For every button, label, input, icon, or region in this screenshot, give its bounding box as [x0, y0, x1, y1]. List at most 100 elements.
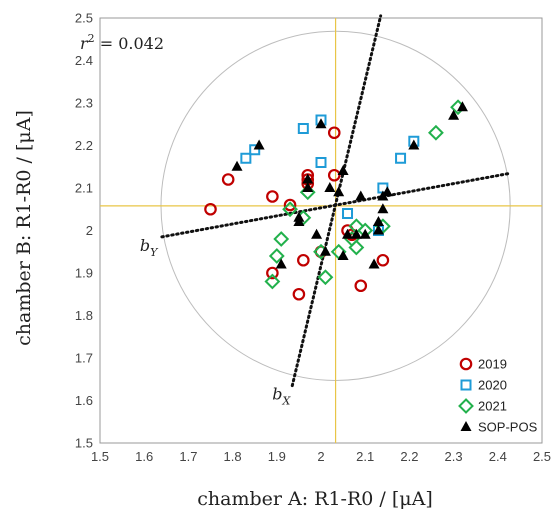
regression-label-subscript: X	[282, 395, 292, 408]
square-point	[395, 152, 407, 164]
regression-label-main: b	[272, 385, 282, 404]
y-tick-label: 2.2	[75, 138, 93, 153]
triangle-point	[319, 245, 331, 256]
triangle-point	[302, 182, 314, 192]
x-tick-label: 2.3	[445, 449, 463, 464]
circle-point	[297, 253, 310, 267]
diamond-point	[282, 201, 298, 218]
plot-frame	[99, 17, 543, 444]
square-point	[297, 123, 309, 134]
y-tick-label: 1.8	[75, 308, 93, 323]
y-tick-label: 2.3	[75, 96, 93, 111]
triangle-point	[311, 228, 323, 239]
x-tick-label: 1.5	[91, 449, 109, 464]
triangle-point	[368, 258, 380, 269]
series-diamond	[264, 99, 466, 290]
x-tick-label: 2.5	[533, 449, 551, 464]
x-tick-label: 2.2	[400, 449, 418, 464]
diamond-point	[317, 269, 334, 286]
triangle-point	[315, 118, 327, 129]
y-tick-label: 2.4	[75, 53, 93, 68]
triangle-point	[456, 101, 468, 112]
legend-marker	[458, 398, 474, 414]
triangle-point	[302, 173, 314, 184]
y-tick-label: 1.6	[75, 393, 93, 408]
circle-point	[221, 173, 235, 186]
triangle-point	[377, 203, 389, 214]
axis-ticks: 1.5 1.6 1.7 1.8 1.9 2 2.1 2.2 2.3 2.4 2.5 1.5 1.6 1.7…	[75, 11, 551, 465]
x-axis-title: chamber A: R1-R0 / [μA]	[197, 488, 433, 510]
triangle-point	[381, 186, 393, 197]
y-tick-label: 2.1	[75, 181, 93, 196]
diamond-point	[273, 231, 290, 247]
y-tick-label: 2.5	[75, 11, 93, 26]
regression-label-main: b	[140, 236, 150, 255]
x-tick-label: 2	[317, 449, 324, 464]
circle-point	[292, 287, 306, 301]
legend-marker	[460, 421, 472, 431]
legend-label: 2019	[478, 357, 507, 372]
triangle-point	[350, 228, 362, 239]
series-triangle	[231, 101, 468, 269]
square-point	[315, 157, 327, 168]
triangle-point	[337, 165, 349, 175]
regression-label-x: bX	[272, 385, 291, 408]
regression-label-y: bY	[140, 236, 159, 259]
triangle-point	[275, 258, 287, 269]
triangle-point	[293, 211, 305, 222]
y-tick-label: 1.7	[75, 351, 93, 366]
square-point	[240, 152, 252, 164]
triangle-point	[324, 182, 336, 192]
y-tick-label: 2	[86, 223, 93, 238]
x-tick-label: 1.6	[135, 449, 153, 464]
triangle-point	[342, 228, 354, 239]
legend-label: 2020	[478, 378, 507, 393]
circle-point	[266, 266, 279, 280]
legend-label: 2021	[478, 399, 507, 414]
circle-point	[376, 253, 390, 267]
triangle-point	[408, 139, 420, 150]
regression-line-y	[160, 171, 513, 239]
x-tick-label: 1.8	[224, 449, 242, 464]
triangle-point	[372, 224, 384, 235]
diamond-point	[348, 239, 365, 256]
legend-marker	[460, 379, 472, 391]
diamond-point	[268, 248, 285, 264]
r-squared-symbol: r	[80, 34, 89, 53]
circle-point	[354, 279, 368, 293]
diamond-point	[264, 273, 281, 290]
diamond-point	[428, 124, 444, 141]
x-tick-label: 1.9	[268, 449, 286, 464]
r-squared-annotation: r2 = 0.042	[80, 32, 164, 53]
circle-point	[266, 190, 279, 203]
triangle-point	[333, 186, 345, 197]
r-squared-value: = 0.042	[95, 34, 164, 53]
square-point	[249, 144, 261, 156]
circle-point	[327, 168, 341, 182]
x-tick-label: 2.1	[356, 449, 374, 464]
x-tick-label: 2.4	[489, 449, 507, 464]
y-tick-label: 1.5	[75, 436, 93, 451]
legend-marker	[459, 357, 473, 371]
triangle-point	[359, 228, 371, 239]
triangle-point	[355, 190, 367, 201]
legend-label: SOP-POS	[478, 420, 538, 435]
triangle-point	[448, 109, 460, 120]
circle-point	[283, 198, 297, 212]
r-squared-exponent: 2	[88, 32, 95, 45]
circle-point	[204, 202, 217, 216]
triangle-point	[372, 216, 384, 226]
triangle-point	[337, 250, 349, 260]
square-point	[342, 208, 354, 219]
triangle-point	[253, 139, 265, 150]
regression-label-subscript: Y	[150, 246, 159, 259]
y-tick-label: 1.9	[75, 266, 93, 281]
circle-point	[327, 126, 341, 140]
x-tick-label: 1.7	[179, 449, 197, 464]
y-axis-title: chamber B: R1-R0 / [μA]	[13, 110, 35, 346]
triangle-point	[231, 160, 243, 171]
regression-line-x	[290, 14, 383, 388]
legend: 2019 2020 2021 SOP-POS	[458, 357, 538, 435]
